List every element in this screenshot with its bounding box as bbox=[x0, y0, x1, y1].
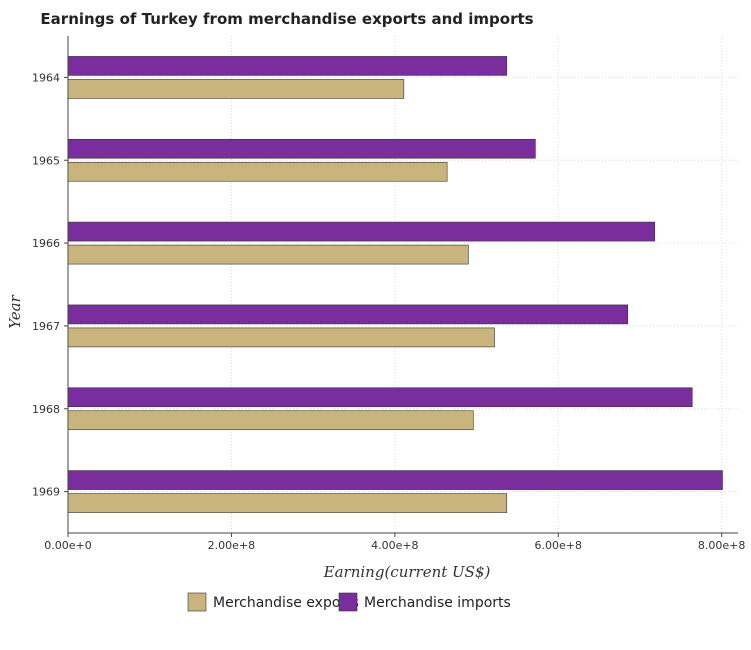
legend-swatch-exports bbox=[187, 592, 207, 612]
legend-label-imports: Merchandise imports bbox=[364, 595, 511, 611]
y-tick-labels: 1964 1965 1966 1967 1968 1969 bbox=[32, 71, 68, 499]
bar-imports-1966 bbox=[67, 221, 655, 242]
bar-imports-1968 bbox=[67, 387, 693, 408]
x-tick-label: 8.00e+8 bbox=[698, 539, 745, 552]
bar-exports-1965 bbox=[67, 161, 448, 182]
bar-imports-1964 bbox=[67, 56, 508, 76]
bars bbox=[67, 56, 723, 513]
x-axis-label: Earning(current US$) bbox=[323, 563, 491, 581]
x-tick-labels: 0.00e+0 2.00e+8 4.00e+8 6.00e+8 8.00e+8 bbox=[44, 533, 745, 552]
y-tick-label: 1964 bbox=[32, 71, 60, 84]
legend-label-exports: Merchandise exports bbox=[213, 595, 359, 611]
chart-title: Earnings of Turkey from merchandise expo… bbox=[40, 10, 533, 28]
bar-exports-1964 bbox=[67, 79, 405, 99]
x-tick-label: 6.00e+8 bbox=[535, 539, 582, 552]
plot-area bbox=[68, 36, 738, 533]
y-tick-label: 1967 bbox=[32, 320, 60, 333]
legend-swatch-imports bbox=[338, 592, 358, 612]
y-tick-label: 1969 bbox=[32, 486, 60, 499]
bar-exports-1967 bbox=[67, 327, 495, 348]
bar-exports-1968 bbox=[67, 410, 474, 431]
grid bbox=[67, 36, 738, 534]
bar-exports-1969 bbox=[67, 493, 508, 513]
bar-imports-1965 bbox=[67, 138, 536, 159]
y-axis-label: Year bbox=[6, 294, 24, 328]
y-tick-label: 1965 bbox=[32, 154, 60, 167]
y-tick-label: 1968 bbox=[32, 403, 60, 416]
bar-imports-1967 bbox=[67, 304, 628, 325]
y-tick-label: 1966 bbox=[32, 237, 60, 250]
x-tick-label: 2.00e+8 bbox=[208, 539, 255, 552]
x-tick-label: 4.00e+8 bbox=[371, 539, 418, 552]
bar-imports-1969 bbox=[67, 470, 723, 490]
x-tick-label: 0.00e+0 bbox=[44, 539, 91, 552]
legend: Merchandise exports Merchandise imports bbox=[187, 592, 511, 612]
bar-exports-1966 bbox=[67, 244, 469, 265]
